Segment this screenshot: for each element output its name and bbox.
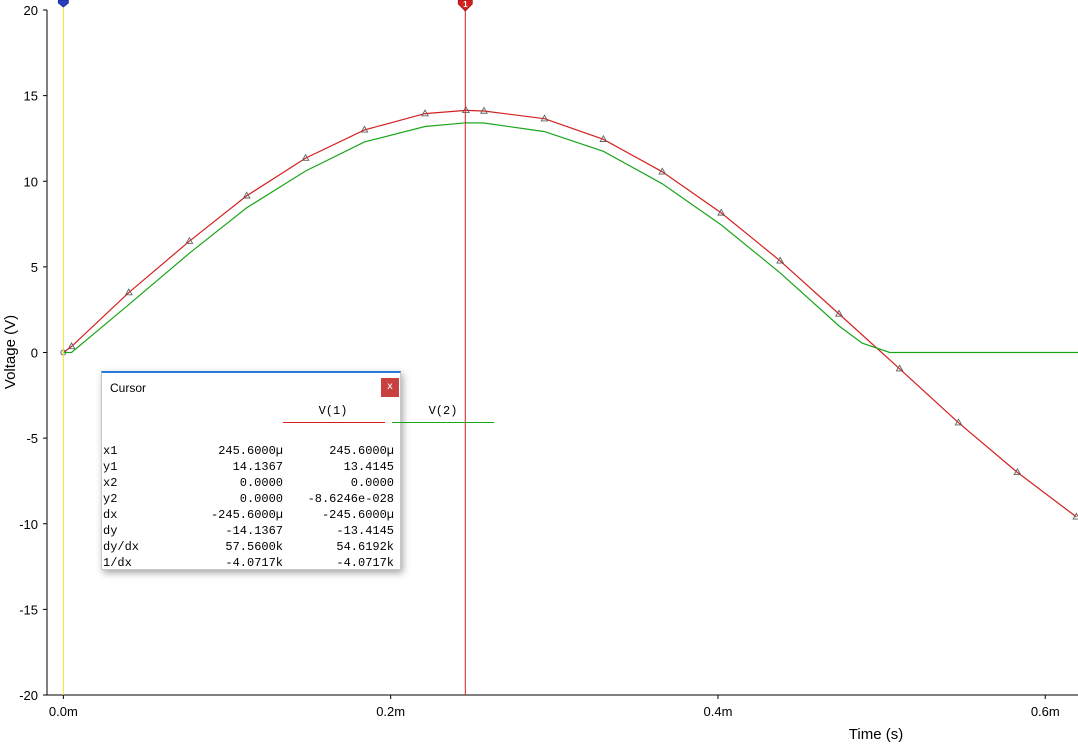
y-tick-label: -10 <box>19 517 38 532</box>
y-tick-label: 20 <box>24 3 38 18</box>
data-point <box>658 167 667 175</box>
value-v2: -8.6246e-028 <box>307 492 394 506</box>
y-tick-labels: 20 15 10 5 0 -5 -10 -15 -20 <box>19 3 38 703</box>
x-tick-label: 0.2m <box>376 704 405 719</box>
cursor-row-1-dx: 1/dx -4.0717k -4.0717k <box>102 555 394 571</box>
column-header-v1: V(1) <box>318 404 348 418</box>
column-color-line-v2 <box>392 422 494 423</box>
row-label: x1 <box>103 444 118 458</box>
series-2 <box>63 122 1078 354</box>
series-line <box>63 122 1078 354</box>
data-point <box>540 114 549 122</box>
data-point <box>421 109 430 117</box>
y-tick-label: -5 <box>26 431 38 446</box>
cursor-handle[interactable] <box>457 0 473 12</box>
cursor-2[interactable] <box>57 0 69 695</box>
cursor-window[interactable]: Cursor x V(1) V(2) x1 245.6000µ 245.6000µ y… <box>101 371 494 571</box>
data-point <box>954 418 963 426</box>
y-tick-label: 15 <box>24 89 38 104</box>
data-point <box>67 342 76 350</box>
x-tick-label: 0.0m <box>49 704 78 719</box>
data-point <box>776 256 785 264</box>
cursor-row-dy-dx: dy/dx 57.5600k 54.6192k <box>102 539 394 555</box>
value-v1: 245.6000µ <box>218 444 283 458</box>
value-v2: 13.4145 <box>343 460 394 474</box>
value-v1: 0.0000 <box>239 476 283 490</box>
x-tick-labels: 0.0m 0.2m 0.4m 0.6m <box>49 704 1060 719</box>
value-v1: 57.5600k <box>225 540 283 554</box>
value-v2: 54.6192k <box>336 540 394 554</box>
data-point <box>895 364 904 372</box>
data-point <box>479 106 488 114</box>
data-point <box>124 288 133 296</box>
y-tick-label: -15 <box>19 602 38 617</box>
data-point <box>1013 467 1022 476</box>
cursor-row-y1: y1 14.1367 13.4145 <box>102 459 394 475</box>
x-tick-label: 0.4m <box>704 704 733 719</box>
axes <box>43 9 1078 699</box>
cursor-row-x2: x2 0.0000 0.0000 <box>102 475 394 491</box>
close-button[interactable]: x <box>381 378 399 397</box>
row-label: y1 <box>103 460 118 474</box>
data-point <box>301 153 310 161</box>
value-v2: -13.4145 <box>336 524 394 538</box>
value-v1: -245.6000µ <box>210 508 283 522</box>
cursor-handle[interactable] <box>57 0 69 8</box>
cursor-window-title: Cursor <box>110 381 147 395</box>
cursor-row-dx: dx -245.6000µ -245.6000µ <box>102 507 394 523</box>
value-v1: 0.0000 <box>239 492 283 506</box>
data-point <box>185 236 194 244</box>
data-point <box>360 125 369 133</box>
cursor-row-y2: y2 0.0000 -8.6246e-028 <box>102 491 394 507</box>
value-v1: -14.1367 <box>225 524 283 538</box>
data-point <box>835 309 844 317</box>
y-tick-label: 5 <box>31 260 38 275</box>
cursor-values-table: x1 245.6000µ 245.6000µ y1 14.1367 13.4145 x2 0.… <box>102 443 394 571</box>
data-point <box>242 191 251 199</box>
value-v2: -4.0717k <box>336 556 394 570</box>
close-icon: x <box>387 381 393 392</box>
row-label: dx <box>103 508 118 522</box>
cursor-handle-label: 1 <box>463 0 468 9</box>
value-v1: 14.1367 <box>232 460 283 474</box>
cursor-1[interactable]: 1 <box>457 0 473 695</box>
value-v2: 0.0000 <box>350 476 394 490</box>
cursor-row-x1: x1 245.6000µ 245.6000µ <box>102 443 394 459</box>
x-axis-title: Time (s) <box>849 726 903 743</box>
column-header-v2: V(2) <box>428 404 458 418</box>
x-tick-label: 0.6m <box>1031 704 1060 719</box>
row-label: y2 <box>103 492 118 506</box>
y-tick-label: 10 <box>24 174 38 189</box>
data-point <box>599 134 608 142</box>
data-point <box>717 208 726 216</box>
row-label: dy <box>103 524 118 538</box>
data-point <box>461 105 470 114</box>
value-v1: -4.0717k <box>225 556 283 570</box>
y-axis-title: Voltage (V) <box>2 315 19 389</box>
y-tick-label: -20 <box>19 688 38 703</box>
y-tick-label: 0 <box>31 346 38 361</box>
row-label: 1/dx <box>103 556 132 570</box>
row-label: dy/dx <box>103 540 140 554</box>
cursor-layer[interactable]: 1 <box>57 0 473 695</box>
value-v2: -245.6000µ <box>321 508 394 522</box>
row-label: x2 <box>103 476 118 490</box>
column-color-line-v1 <box>283 422 385 423</box>
value-v2: 245.6000µ <box>329 444 394 458</box>
cursor-row-dy: dy -14.1367 -13.4145 <box>102 523 394 539</box>
series-line <box>63 109 1077 518</box>
